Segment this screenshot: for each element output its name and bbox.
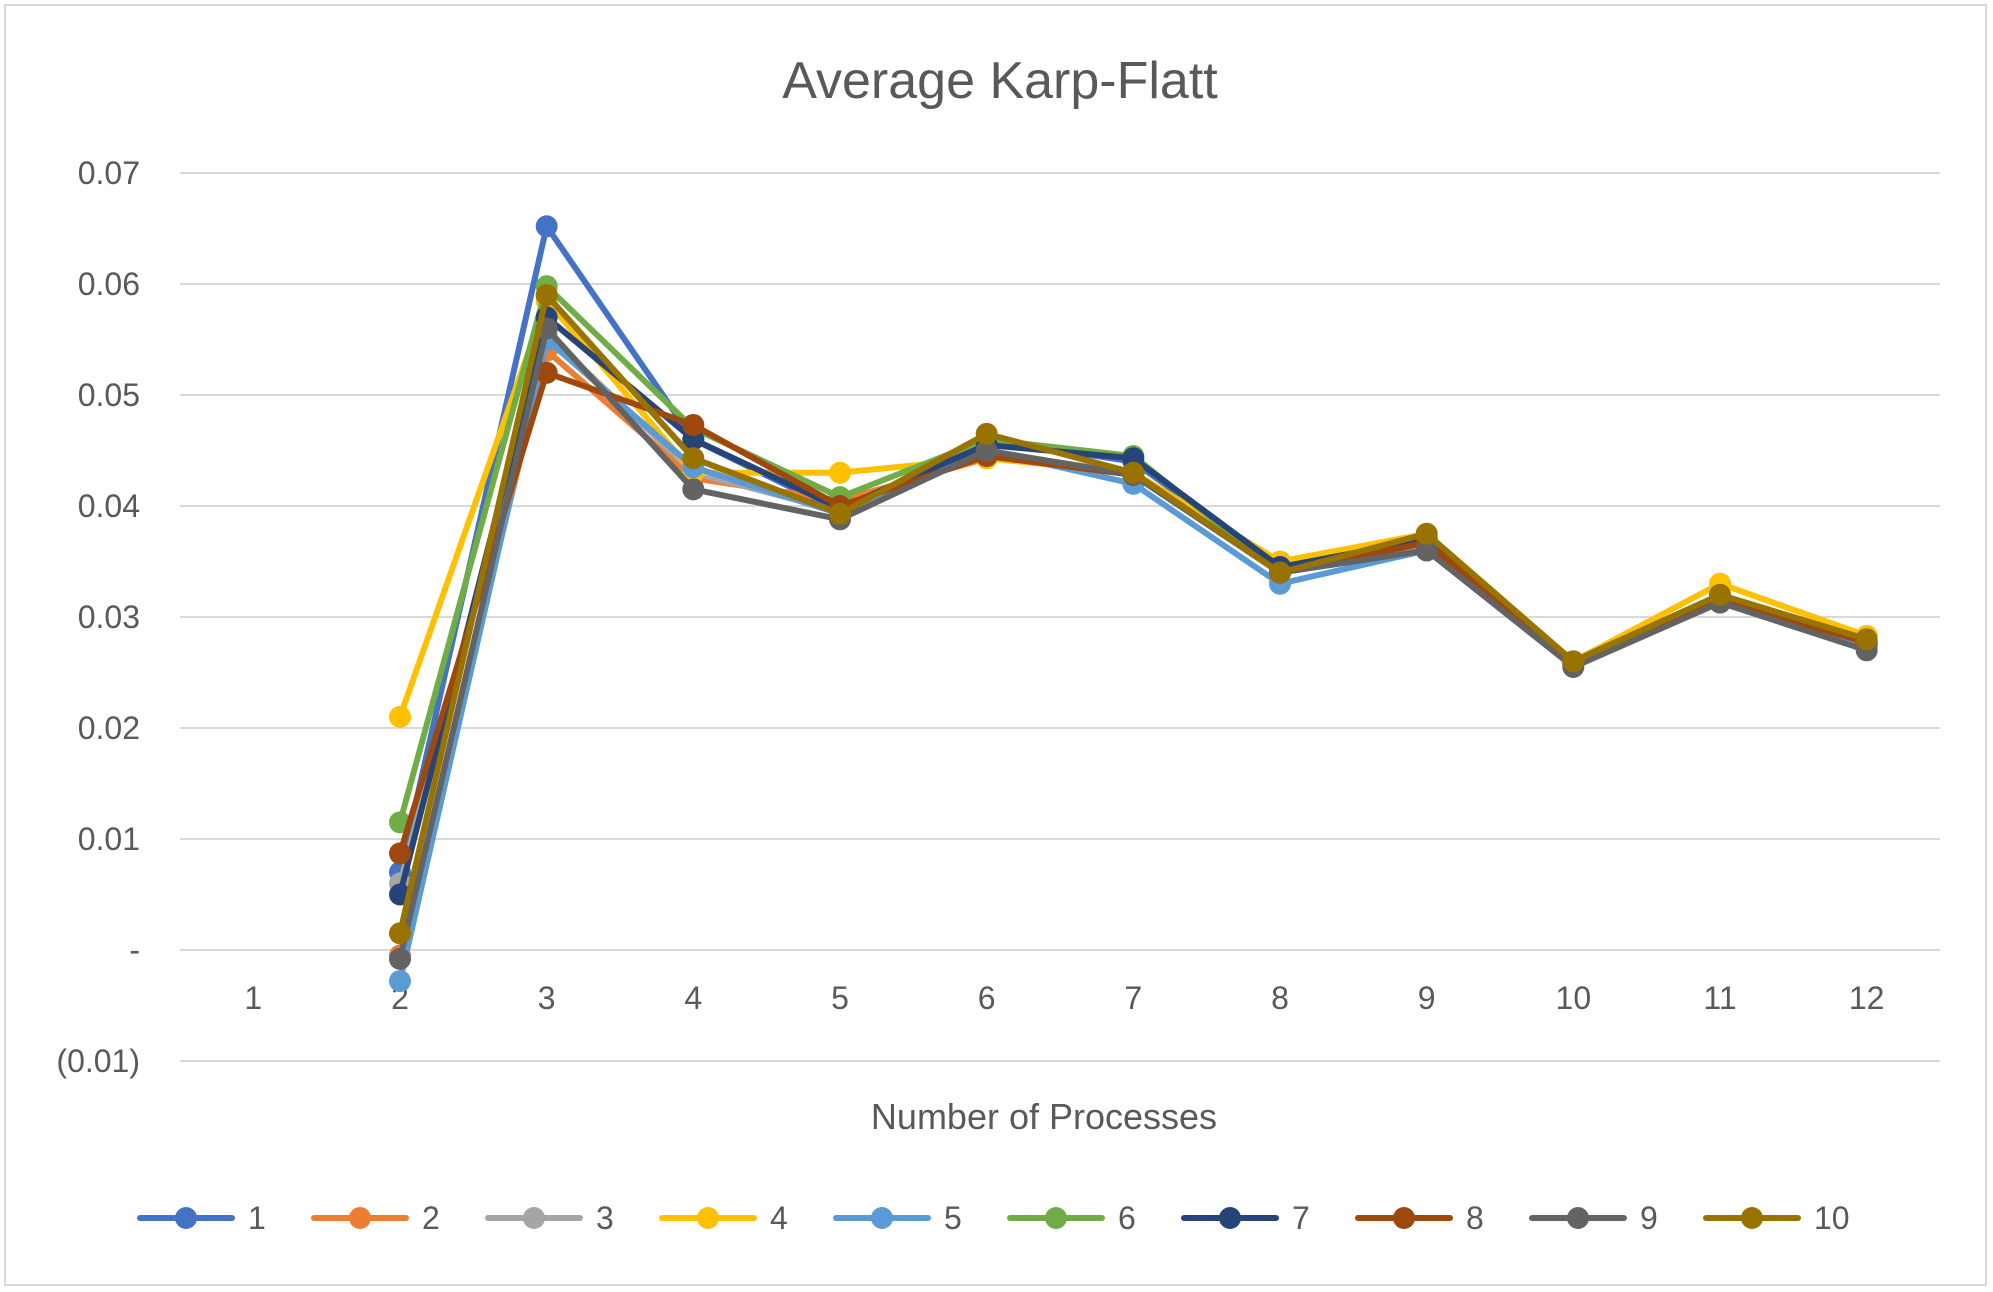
x-tick-label: 5 <box>831 980 849 1016</box>
series-line <box>397 369 1870 857</box>
data-point <box>975 422 998 445</box>
legend-label: 4 <box>770 1200 788 1236</box>
legend-swatch-marker <box>1045 1207 1067 1229</box>
data-point <box>535 284 558 307</box>
x-tick-label: 4 <box>684 980 702 1016</box>
data-point <box>682 413 705 436</box>
data-point <box>975 439 998 462</box>
legend-label: 2 <box>422 1200 440 1236</box>
data-point <box>829 461 851 484</box>
x-tick-label: 6 <box>978 980 996 1016</box>
legend-swatch-marker <box>1741 1207 1763 1229</box>
legend-item: 4 <box>659 1200 788 1236</box>
series-line <box>397 223 1870 876</box>
legend-label: 10 <box>1814 1200 1850 1236</box>
legend-label: 1 <box>248 1200 266 1236</box>
data-point <box>1122 461 1145 484</box>
data-point <box>1415 539 1438 562</box>
data-point <box>1415 522 1438 545</box>
legend-swatch-marker <box>1567 1207 1589 1229</box>
data-point <box>1855 628 1878 651</box>
legend-label: 3 <box>596 1200 614 1236</box>
gridlines <box>180 172 1940 1062</box>
series-5 <box>389 328 1878 993</box>
legend-swatch-marker <box>1219 1207 1241 1229</box>
legend-label: 9 <box>1640 1200 1658 1236</box>
legend: 1 2 3 4 5 6 7 8 9 10 <box>137 1200 1850 1236</box>
y-tick-label: 0.05 <box>78 377 140 413</box>
data-point <box>1709 583 1731 606</box>
series-line <box>397 283 1870 826</box>
y-tick-label: (0.01) <box>56 1043 140 1079</box>
legend-swatch-marker <box>697 1207 719 1229</box>
y-tick-label: 0.03 <box>78 599 140 635</box>
series-line <box>397 336 1870 985</box>
legend-swatch-marker <box>349 1207 371 1229</box>
x-tick-label: 8 <box>1271 980 1289 1016</box>
y-tick-label: 0.06 <box>78 266 140 302</box>
x-tick-label: 7 <box>1124 980 1142 1016</box>
x-tick-label: 1 <box>244 980 262 1016</box>
legend-swatch-marker <box>175 1207 197 1229</box>
data-point <box>389 842 411 865</box>
series-line <box>397 297 1870 720</box>
y-tick-label: 0.02 <box>78 710 140 746</box>
data-point <box>389 705 411 728</box>
legend-label: 6 <box>1118 1200 1136 1236</box>
x-axis-title: Number of Processes <box>871 1096 1217 1137</box>
chart-frame <box>4 4 1987 1286</box>
legend-swatch-marker <box>523 1207 545 1229</box>
legend-swatch-marker <box>871 1207 893 1229</box>
y-tick-label: - <box>129 932 140 968</box>
data-point <box>535 361 558 384</box>
data-point <box>389 947 411 970</box>
legend-label: 7 <box>1292 1200 1310 1236</box>
series-10 <box>389 284 1878 945</box>
series-line <box>397 347 1870 959</box>
legend-item: 1 <box>137 1200 266 1236</box>
legend-item: 6 <box>1007 1200 1136 1236</box>
legend-label: 5 <box>944 1200 962 1236</box>
legend-item: 7 <box>1181 1200 1310 1236</box>
legend-item: 9 <box>1529 1200 1658 1236</box>
data-point <box>535 215 558 238</box>
series-line <box>397 325 1870 962</box>
x-tick-label: 9 <box>1418 980 1436 1016</box>
legend-item: 2 <box>311 1200 440 1236</box>
data-point <box>682 478 705 501</box>
series-8 <box>389 361 1878 865</box>
series-9 <box>389 317 1878 970</box>
legend-item: 8 <box>1355 1200 1484 1236</box>
x-tick-label: 3 <box>538 980 556 1016</box>
series-6 <box>389 275 1878 834</box>
data-point <box>389 922 411 945</box>
legend-item: 10 <box>1703 1200 1850 1236</box>
y-tick-label: 0.04 <box>78 488 140 524</box>
data-point <box>1562 650 1585 673</box>
legend-swatch-marker <box>1393 1207 1415 1229</box>
legend-label: 8 <box>1466 1200 1484 1236</box>
series-4 <box>389 289 1878 728</box>
data-point <box>829 502 851 525</box>
y-axis-ticks: 0.07 0.06 0.05 0.04 0.03 0.02 0.01 - (0.01) <box>56 155 140 1079</box>
x-tick-label: 12 <box>1849 980 1885 1016</box>
chart-title: Average Karp-Flatt <box>782 52 1218 110</box>
series-2 <box>389 339 1878 967</box>
x-axis-ticks: 1 2 3 4 5 6 7 8 9 10 11 12 <box>244 980 1884 1016</box>
series-1 <box>389 215 1878 884</box>
data-point <box>1269 561 1291 584</box>
legend-item: 3 <box>485 1200 614 1236</box>
x-tick-label: 11 <box>1703 980 1736 1016</box>
series-group <box>389 215 1878 993</box>
y-tick-label: 0.07 <box>78 155 140 191</box>
data-point <box>682 447 705 470</box>
x-tick-label: 10 <box>1556 980 1592 1016</box>
legend-item: 5 <box>833 1200 962 1236</box>
data-point <box>389 970 411 993</box>
y-tick-label: 0.01 <box>78 821 140 857</box>
